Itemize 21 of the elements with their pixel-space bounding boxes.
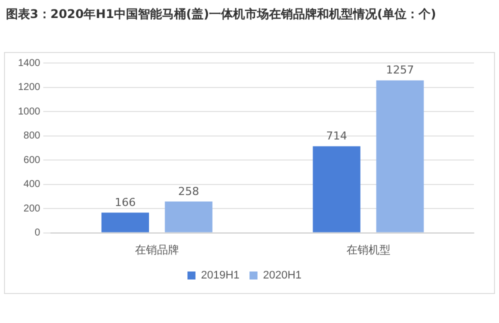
- y-tick-label: 1000: [18, 106, 41, 118]
- x-tick-label: 在销机型: [346, 244, 390, 256]
- y-tick-label: 600: [24, 154, 41, 166]
- y-tick-label: 400: [24, 179, 41, 190]
- data-label: 714: [326, 130, 348, 143]
- bar: [101, 212, 150, 232]
- y-tick-label: 1200: [18, 82, 41, 94]
- legend-label: 2019H1: [200, 270, 240, 282]
- x-tick-label: 在销品牌: [134, 244, 179, 256]
- bar: [164, 202, 212, 232]
- bar: [376, 80, 424, 232]
- data-label: 258: [178, 184, 200, 198]
- legend-label: 2020H1: [263, 270, 302, 282]
- y-tick-label: 800: [24, 130, 41, 142]
- data-label: 1257: [386, 64, 414, 77]
- y-tick-label: 1400: [18, 58, 41, 69]
- chart-title: 图表3：2020年H1中国智能马桶(盖)一体机市场在销品牌和机型情况(单位：个): [6, 6, 438, 22]
- y-tick-label: 200: [24, 203, 41, 214]
- data-label: 166: [114, 196, 136, 210]
- bar: [312, 146, 360, 232]
- y-tick-label: 0: [34, 228, 41, 239]
